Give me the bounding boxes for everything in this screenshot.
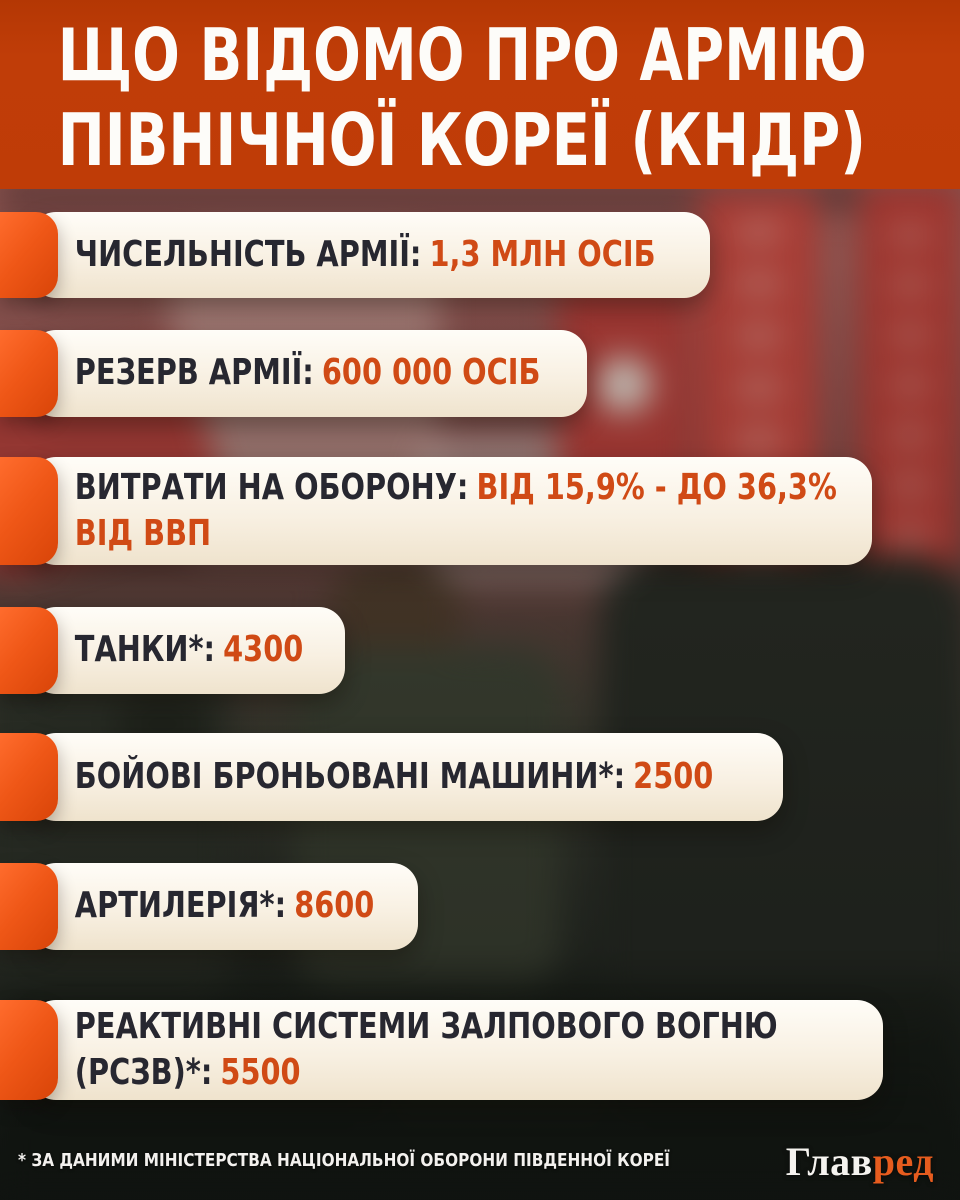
glavred-logo: Главред [786,1138,934,1185]
stat-card: АРТИЛЕРІЯ*: 8600 [30,863,418,950]
stat-row-army-reserve: РЕЗЕРВ АРМІЇ: 600 000 ОСІБ [0,330,587,417]
stat-card: ТАНКИ*: 4300 [30,607,345,694]
stat-label: БОЙОВІ БРОНЬОВАНІ МАШИНИ*: [74,755,626,797]
stat-value: 4300 [223,629,304,671]
stat-row-armored-vehicles: БОЙОВІ БРОНЬОВАНІ МАШИНИ*: 2500 [0,733,783,821]
card-accent-tab [0,212,58,298]
page-title-line1: ЩО ВІДОМО ПРО АРМІЮ [57,12,867,97]
stat-value: 5500 [220,1052,301,1093]
stat-label: ЧИСЕЛЬНІСТЬ АРМІЇ: [74,233,422,275]
stat-value-line2: ВІД ВВП [74,513,212,554]
card-accent-tab [0,1000,58,1100]
stat-card: РЕЗЕРВ АРМІЇ: 600 000 ОСІБ [30,330,587,417]
stat-row-mlrs: РЕАКТИВНІ СИСТЕМИ ЗАЛПОВОГО ВОГНЮ (РСЗВ)… [0,1000,883,1100]
stat-label-line2: (РСЗВ)*: [74,1052,213,1093]
stat-label: АРТИЛЕРІЯ*: [74,885,287,927]
card-accent-tab [0,733,58,821]
card-accent-tab [0,457,58,565]
page-title-line2: ПІВНІЧНОЇ КОРЕЇ (КНДР) [57,97,866,182]
red-banner-blob [860,186,960,570]
card-accent-tab [0,607,58,694]
stat-row-defense-spending: ВИТРАТИ НА ОБОРОНУ: ВІД 15,9% - ДО 36,3% … [0,457,872,565]
stat-label: РЕЗЕРВ АРМІЇ: [74,352,314,394]
stat-card: БОЙОВІ БРОНЬОВАНІ МАШИНИ*: 2500 [30,733,783,821]
stat-value: 600 000 ОСІБ [321,352,541,394]
stat-card: РЕАКТИВНІ СИСТЕМИ ЗАЛПОВОГО ВОГНЮ (РСЗВ)… [30,1000,883,1100]
stat-value: ВІД 15,9% - ДО 36,3% [476,466,837,508]
stat-row-tanks: ТАНКИ*: 4300 [0,607,345,694]
source-footnote: * ЗА ДАНИМИ МІНІСТЕРСТВА НАЦІОНАЛЬНОЇ ОБ… [18,1150,671,1171]
stat-label: ВИТРАТИ НА ОБОРОНУ: [74,466,469,508]
page-title: ЩО ВІДОМО ПРО АРМІЮ ПІВНІЧНОЇ КОРЕЇ (КНДР… [0,7,867,183]
glavred-logo-part1: Глав [785,1139,873,1184]
stat-row-army-size: ЧИСЕЛЬНІСТЬ АРМІЇ: 1,3 МЛН ОСІБ [0,212,710,298]
card-accent-tab [0,863,58,950]
glavred-logo-part2: ред [872,1139,934,1184]
stat-card: ВИТРАТИ НА ОБОРОНУ: ВІД 15,9% - ДО 36,3% … [30,457,872,565]
stat-value: 2500 [633,755,714,797]
stat-label: ТАНКИ*: [74,629,216,671]
stat-value: 1,3 МЛН ОСІБ [429,233,656,275]
card-accent-tab [0,330,58,417]
stat-row-artillery: АРТИЛЕРІЯ*: 8600 [0,863,418,950]
stat-value: 8600 [294,885,375,927]
stat-label: РЕАКТИВНІ СИСТЕМИ ЗАЛПОВОГО ВОГНЮ [74,1005,778,1047]
header-banner: ЩО ВІДОМО ПРО АРМІЮ ПІВНІЧНОЇ КОРЕЇ (КНДР… [0,0,960,189]
stat-card: ЧИСЕЛЬНІСТЬ АРМІЇ: 1,3 МЛН ОСІБ [30,212,710,298]
